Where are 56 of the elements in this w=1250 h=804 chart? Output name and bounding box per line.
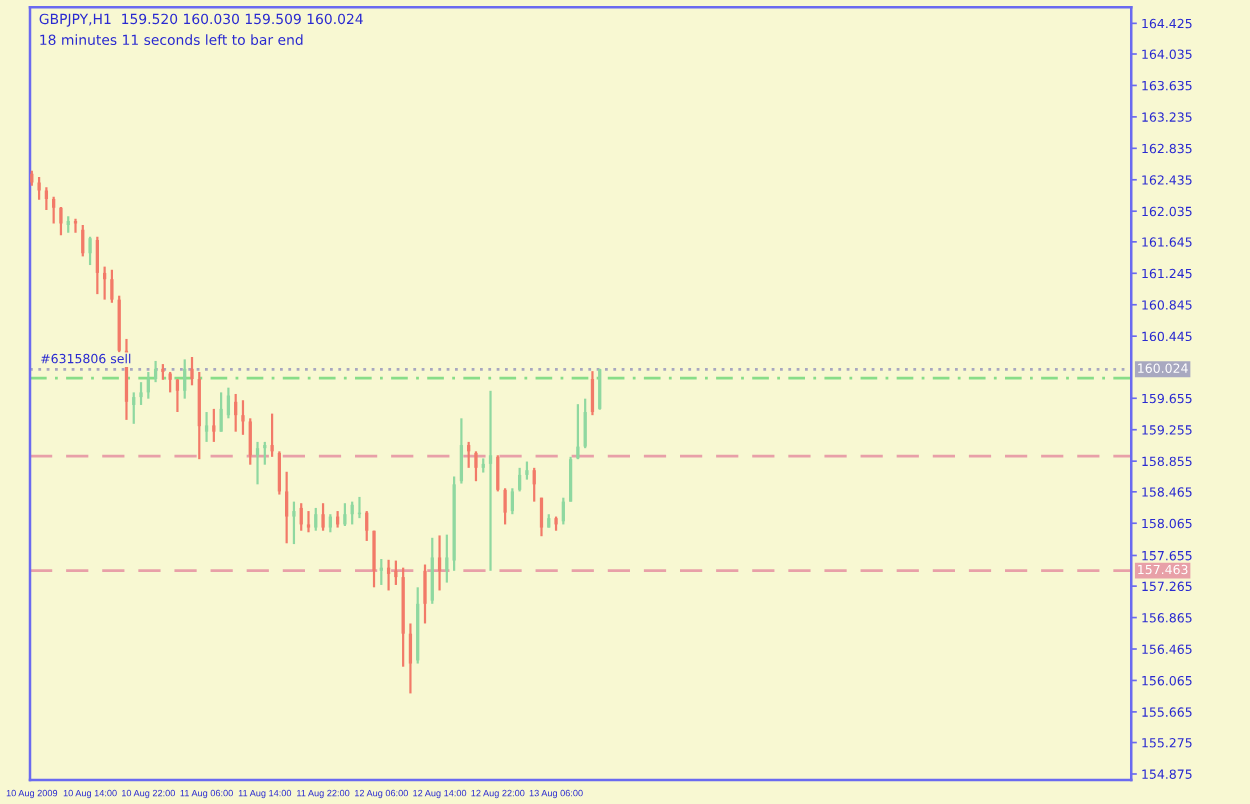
candlestick [343,502,347,528]
candlestick [175,377,180,414]
candlestick [598,367,602,411]
candlestick [314,506,318,532]
candlestick [365,509,369,543]
candlestick [568,455,573,503]
candlestick [583,397,587,450]
candlestick [197,370,201,461]
candlestick [372,529,376,589]
candlestick [59,205,63,237]
candlestick [81,223,85,258]
candlestick [204,410,209,444]
candlestick [328,513,332,534]
candlestick [496,454,500,493]
candlestick [248,417,252,466]
candlestick [474,450,478,483]
candlestick [139,381,143,407]
candlestick [285,470,289,545]
candlestick [110,268,114,304]
candlestick [292,500,296,546]
candlestick [321,502,325,532]
candlestick [539,496,544,538]
candlestick [52,195,56,225]
candlestick [408,622,413,695]
candlestick [510,487,514,516]
candlestick [576,403,580,461]
candlestick [153,359,158,384]
candlestick [459,417,464,485]
candlestick [503,487,507,526]
candlestick [37,175,41,201]
candlestick [437,534,442,592]
candlestick [306,509,311,534]
candlestick [95,235,99,296]
candlestick [183,358,187,400]
candlestick [132,391,136,425]
candlestick [554,515,558,532]
candlestick [255,440,260,486]
candlestick [423,563,427,625]
candlestick [88,235,92,267]
candlestick [270,412,274,458]
candlestick [430,536,434,605]
candlestick [445,533,449,584]
candlestick [394,559,398,587]
candlestick [488,389,493,572]
candlestick [277,450,282,496]
candlestick [241,399,245,436]
candlestick [518,466,522,493]
candlestick [219,391,223,433]
candlestick [44,186,49,212]
candlestick [590,370,595,417]
candlestick [212,407,216,444]
candlestick [379,557,383,587]
candlestick [190,355,194,387]
candlestick [263,440,267,466]
candlestick [532,466,536,503]
candlestick [525,460,529,481]
